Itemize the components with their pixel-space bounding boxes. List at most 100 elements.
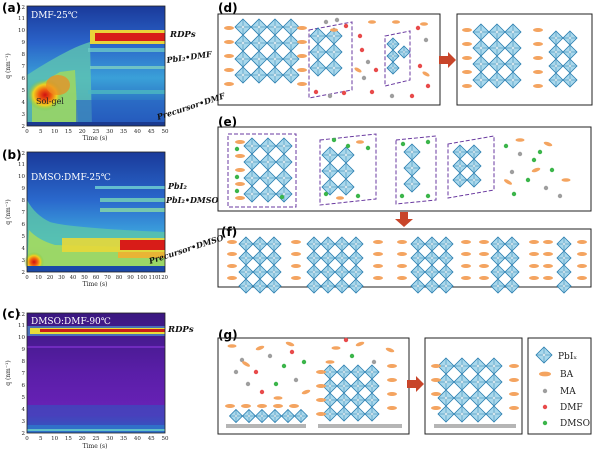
dmso-molecule bbox=[425, 139, 431, 145]
ba-molecule bbox=[235, 196, 245, 200]
xtick-c: 30 bbox=[106, 436, 113, 442]
pbix-octahedron bbox=[306, 278, 322, 294]
pbix-octahedron bbox=[386, 61, 400, 75]
pbix-octahedron bbox=[350, 378, 366, 394]
pbix-octahedron bbox=[266, 264, 282, 280]
pbix-octahedron bbox=[322, 364, 338, 380]
ytick-b: 10 bbox=[18, 174, 25, 180]
pbix-octahedron bbox=[348, 278, 364, 294]
pbix-octahedron bbox=[325, 43, 343, 61]
pbix-octahedron bbox=[490, 236, 506, 252]
ba-molecule bbox=[291, 276, 301, 280]
ba-molecule bbox=[504, 179, 512, 185]
ytick-a: 3 bbox=[22, 112, 26, 118]
xtick-c: 20 bbox=[79, 436, 86, 442]
solvent-molecule bbox=[517, 151, 523, 157]
solvent-molecule bbox=[327, 93, 333, 99]
xtick-b: 110 bbox=[149, 275, 159, 281]
xtick-b: 100 bbox=[137, 275, 147, 281]
pbix-octahedron bbox=[548, 44, 564, 60]
solvent-molecule bbox=[293, 377, 299, 383]
dmf-dot bbox=[542, 404, 548, 410]
ytick-a: 9 bbox=[22, 40, 26, 46]
x-ticks-c: 0 5 10 15 20 25 30 35 40 45 50 bbox=[25, 436, 169, 442]
ba-molecule bbox=[316, 398, 326, 402]
ba-molecule bbox=[289, 404, 299, 408]
pbix-octahedron bbox=[469, 389, 487, 407]
legend: PbIₓ BA MA DMF DMSO bbox=[535, 346, 590, 429]
pbix-octahedron bbox=[488, 71, 506, 89]
solvent-molecule bbox=[289, 349, 295, 355]
pbix-octahedron bbox=[548, 72, 564, 88]
y-axis-label-b: q (nm⁻¹) bbox=[5, 199, 12, 225]
pbix-octahedron bbox=[453, 389, 471, 407]
ba-molecule bbox=[301, 389, 311, 395]
pbix-octahedron bbox=[535, 346, 553, 364]
ba-molecule bbox=[479, 276, 489, 280]
ba-molecule bbox=[224, 26, 234, 30]
xtick-a: 30 bbox=[106, 129, 113, 135]
y-axis-label-c: q (nm⁻¹) bbox=[5, 360, 12, 386]
solvent-molecule bbox=[509, 169, 515, 175]
pbix-octahedron bbox=[334, 236, 350, 252]
ba-molecule bbox=[227, 252, 237, 256]
solvent-molecule bbox=[341, 90, 347, 96]
pbix-octahedron bbox=[238, 278, 254, 294]
pbix-octahedron bbox=[266, 66, 284, 84]
xtick-c: 5 bbox=[39, 436, 43, 442]
pbix-octahedron bbox=[266, 250, 282, 266]
ba-molecule bbox=[387, 406, 397, 410]
panel-g-content bbox=[225, 337, 519, 428]
xtick-a: 45 bbox=[148, 129, 155, 135]
ba-molecule bbox=[242, 361, 250, 367]
solvent-molecule bbox=[334, 17, 340, 23]
schematic-panels: (d) (e) (f) (g) PbIₓ BA MA DMF DMSO bbox=[217, 1, 593, 435]
ytick-a: 4 bbox=[22, 100, 26, 106]
pbix-octahedron bbox=[410, 250, 426, 266]
annotation-pbi2-dmso: PbI₂•DMSO bbox=[165, 195, 219, 205]
pbix-octahedron bbox=[266, 278, 282, 294]
y-ticks-c: 2 3 4 5 6 7 8 9 10 11 12 bbox=[18, 312, 26, 437]
pbix-octahedron bbox=[293, 408, 309, 424]
ytick-b: 4 bbox=[22, 246, 26, 252]
pbix-octahedron bbox=[266, 18, 284, 36]
ba-molecule bbox=[397, 276, 407, 280]
xtick-c: 0 bbox=[25, 436, 29, 442]
pbix-octahedron bbox=[309, 27, 327, 45]
pbix-octahedron bbox=[306, 250, 322, 266]
ba-molecule bbox=[387, 392, 397, 396]
panel-c: (c) 2 3 4 5 6 7 8 9 10 11 12 0 5 bbox=[2, 307, 194, 450]
pbix-octahedron bbox=[424, 278, 440, 294]
pbix-octahedron bbox=[321, 146, 339, 164]
pbix-octahedron bbox=[348, 250, 364, 266]
solvent-molecule bbox=[253, 369, 259, 375]
ba-molecule bbox=[543, 276, 553, 280]
ba-molecule bbox=[531, 167, 541, 173]
pbix-octahedron bbox=[320, 236, 336, 252]
pbix-octahedron bbox=[234, 34, 252, 52]
legend-dmso-label: DMSO bbox=[560, 419, 590, 429]
ba-molecule bbox=[227, 344, 237, 348]
pbix-octahedron bbox=[334, 264, 350, 280]
ytick-b: 2 bbox=[22, 270, 26, 276]
condition-b: DMSO:DMF-25℃ bbox=[31, 173, 111, 183]
ytick-a: 11 bbox=[18, 16, 25, 22]
annotation-pbi2-dmf: PbI₂•DMF bbox=[165, 49, 214, 66]
condition-c: DMSO:DMF-90℃ bbox=[31, 317, 111, 327]
pbix-octahedron bbox=[438, 278, 454, 294]
pbix-octahedron bbox=[466, 144, 482, 160]
ytick-c: 9 bbox=[22, 347, 26, 353]
ytick-b: 6 bbox=[22, 222, 26, 228]
pbix-octahedron bbox=[320, 264, 336, 280]
pbix-octahedron bbox=[238, 264, 254, 280]
dmso-molecule bbox=[234, 146, 240, 152]
pbix-octahedron bbox=[282, 66, 300, 84]
dmso-molecule bbox=[234, 174, 240, 180]
ba-molecule bbox=[291, 264, 301, 268]
ba-molecule bbox=[316, 412, 326, 416]
ba-molecule bbox=[533, 84, 543, 88]
ba-molecule bbox=[529, 276, 539, 280]
panel-label-f: (f) bbox=[221, 225, 237, 239]
ba-molecule bbox=[224, 54, 234, 58]
pbix-octahedron bbox=[266, 34, 284, 52]
